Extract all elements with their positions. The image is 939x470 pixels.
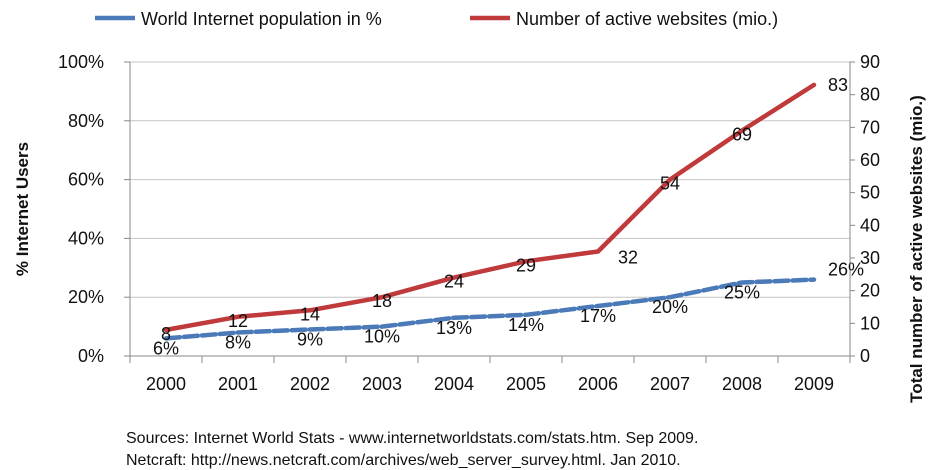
y-left-tick-label: 80% — [68, 111, 104, 131]
axes: 0% 20% 40% 60% 80% 100% 0 10 20 30 40 50 60 70 80 90 200… — [58, 52, 880, 394]
y-right-tick-label: 60 — [860, 150, 880, 170]
data-label-series-1: 20% — [652, 297, 688, 317]
data-label-series-1: 14% — [508, 315, 544, 335]
legend-label-1: World Internet population in % — [141, 9, 382, 29]
data-label-series-2: 18 — [372, 291, 392, 311]
y-right-tick-label: 90 — [860, 52, 880, 72]
data-label-series-2: 24 — [444, 272, 464, 292]
x-tick-label: 2007 — [650, 374, 690, 394]
gridlines — [130, 61, 850, 298]
y-left-tick-label: 60% — [68, 170, 104, 190]
legend: World Internet population in % Number of … — [95, 9, 778, 29]
data-label-series-2: 29 — [516, 255, 536, 275]
data-label-series-2: 12 — [228, 311, 248, 331]
series-line-2 — [163, 82, 817, 333]
data-label-series-2: 8 — [161, 324, 171, 344]
x-tick-label: 2005 — [506, 374, 546, 394]
y-right-tick-label: 10 — [860, 313, 880, 333]
data-label-series-1: 17% — [580, 306, 616, 326]
data-label-series-1: 9% — [297, 330, 323, 350]
series-line-1 — [163, 277, 817, 341]
source-line-1: Sources: Internet World Stats - www.inte… — [126, 430, 698, 447]
x-tick-label: 2004 — [434, 374, 474, 394]
y-right-tick-label: 50 — [860, 183, 880, 203]
data-label-series-2: 54 — [660, 174, 680, 194]
x-tick-label: 2009 — [794, 374, 834, 394]
x-tick-label: 2000 — [146, 374, 186, 394]
y-left-tick-label: 20% — [68, 287, 104, 307]
y-right-tick-label: 20 — [860, 281, 880, 301]
y-right-tick-label: 40 — [860, 215, 880, 235]
y-right-tick-label: 0 — [860, 346, 870, 366]
x-tick-label: 2003 — [362, 374, 402, 394]
y-right-tick-label: 70 — [860, 117, 880, 137]
series-lines — [163, 82, 817, 341]
data-label-series-2: 32 — [618, 247, 638, 267]
x-tick-label: 2002 — [290, 374, 330, 394]
source-line-2: Netcraft: http://news.netcraft.com/archi… — [126, 452, 681, 469]
data-label-series-2: 14 — [300, 304, 320, 324]
x-tick-label: 2006 — [578, 374, 618, 394]
data-label-series-1: 8% — [225, 332, 251, 352]
y-right-tick-label: 30 — [860, 248, 880, 268]
y-left-tick-label: 100% — [58, 52, 104, 72]
y-axis-right-title: Total number of active websites (mio.) — [907, 95, 926, 403]
legend-label-2: Number of active websites (mio.) — [516, 9, 778, 29]
data-label-series-1: 26% — [828, 260, 864, 280]
y-left-tick-label: 40% — [68, 228, 104, 248]
y-right-tick-label: 80 — [860, 85, 880, 105]
y-axis-left-title: % Internet Users — [13, 142, 32, 276]
data-label-series-1: 10% — [364, 327, 400, 347]
x-tick-label: 2001 — [218, 374, 258, 394]
data-label-series-1: 6% — [153, 338, 179, 358]
data-label-series-1: 25% — [724, 283, 760, 303]
data-label-series-2: 83 — [828, 75, 848, 95]
y-left-tick-label: 0% — [78, 346, 104, 366]
data-label-series-2: 69 — [732, 125, 752, 145]
x-tick-label: 2008 — [722, 374, 762, 394]
data-label-series-1: 13% — [436, 318, 472, 338]
data-labels: 6% 8% 9% 10% 13% 14% 17% 20% 25% 26% 8 12 14 18 24 29 32… — [153, 75, 864, 358]
